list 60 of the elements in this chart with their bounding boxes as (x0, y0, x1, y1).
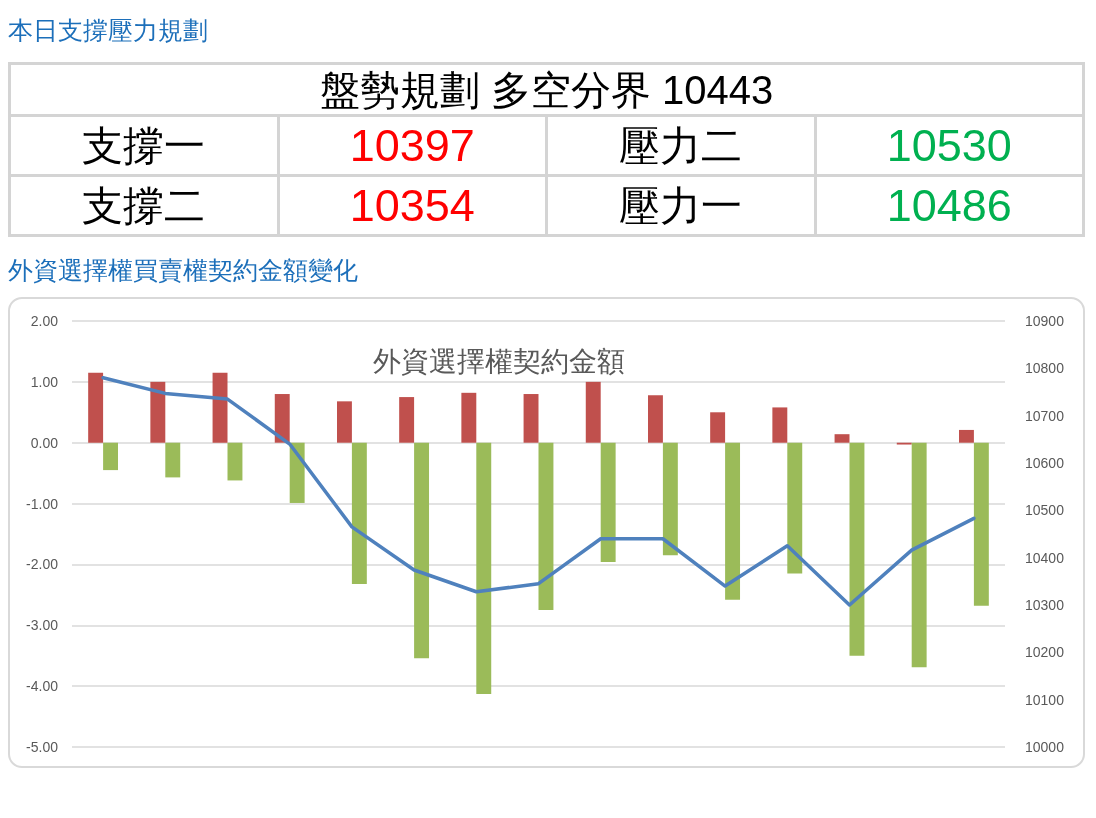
bar (538, 442, 554, 611)
bar (911, 442, 927, 668)
y2-tick-label: 10700 (1025, 407, 1065, 424)
text: 壓力二 (546, 115, 815, 176)
y-tick-label: 2.00 (30, 313, 59, 329)
bar (958, 429, 974, 443)
y2-tick-label: 10900 (1025, 313, 1065, 329)
y-tick-label: -1.00 (26, 495, 59, 512)
bar (662, 442, 678, 556)
y-tick-label: 0.00 (30, 434, 59, 451)
y2-tick-label: 10000 (1025, 739, 1065, 755)
chart-title: 外資選擇權買賣權契約金額變化 (8, 256, 358, 284)
y2-tick-label: 10600 (1025, 455, 1065, 471)
text: 10530 (815, 115, 1084, 176)
bar (150, 381, 166, 443)
text: 外資選擇權契約金額 (373, 345, 625, 377)
y2-tick-label: 10400 (1025, 549, 1065, 566)
text: 壓力一 (546, 175, 815, 236)
bar (725, 442, 741, 600)
y2-tick-label: 10100 (1025, 691, 1065, 708)
text: 盤勢規劃 多空分界 10443 (9, 63, 1084, 116)
bar (973, 442, 989, 606)
bar (849, 442, 865, 656)
bar (399, 397, 415, 443)
y-tick-label: 1.00 (30, 373, 59, 390)
bar (336, 401, 352, 443)
bar (88, 372, 104, 443)
bar (212, 372, 228, 443)
bar (227, 442, 243, 481)
bar (289, 442, 305, 503)
y-tick-label: -4.00 (26, 678, 59, 695)
y2-tick-label: 10500 (1025, 502, 1065, 519)
bar (710, 412, 726, 443)
y2-tick-label: 10800 (1025, 360, 1065, 377)
bar (523, 394, 539, 443)
bar (834, 434, 850, 443)
bar (414, 442, 430, 659)
line-series (101, 376, 976, 607)
bar (165, 442, 181, 478)
y2-tick-label: 10200 (1025, 644, 1065, 661)
y-tick-label: -5.00 (26, 739, 59, 755)
y2-tick-label: 10300 (1025, 597, 1065, 613)
bar (600, 442, 616, 562)
bar (274, 394, 290, 443)
text: 支撐二 (9, 175, 278, 236)
bar (772, 407, 788, 443)
bar (461, 392, 477, 443)
text: 10397 (278, 115, 547, 176)
text: 10486 (815, 175, 1084, 236)
text: 10354 (278, 175, 547, 236)
text: 本日支撐壓力規劃 (8, 16, 208, 44)
bar (476, 442, 492, 695)
bar (585, 381, 601, 443)
text: 支撐一 (9, 115, 278, 176)
y-tick-label: -2.00 (26, 556, 59, 573)
y-tick-label: -3.00 (26, 617, 59, 634)
bar (351, 442, 367, 584)
bar (787, 442, 803, 574)
bar (647, 395, 663, 443)
bar (103, 442, 119, 471)
